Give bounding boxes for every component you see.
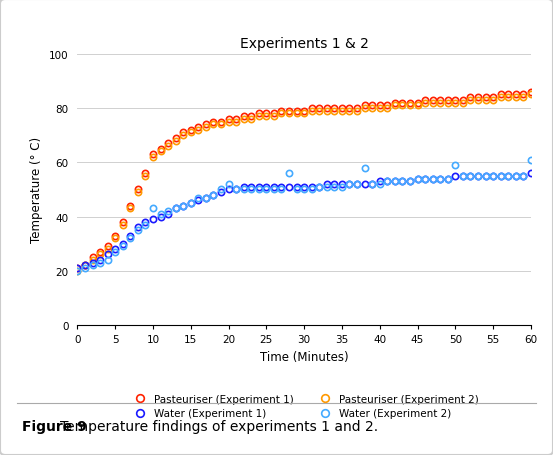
Text: Figure 9: Figure 9 xyxy=(22,419,92,433)
Pasteuriser (Experiment 2) xyxy=(74,268,81,274)
Water (Experiment 2) xyxy=(316,185,322,190)
Water (Experiment 2) xyxy=(180,203,186,209)
Water (Experiment 2) xyxy=(528,157,534,163)
Pasteuriser (Experiment 2) xyxy=(233,120,239,125)
Line: Water (Experiment 2): Water (Experiment 2) xyxy=(74,157,534,274)
Water (Experiment 2) xyxy=(74,268,81,274)
Water (Experiment 2) xyxy=(165,209,171,214)
Water (Experiment 1) xyxy=(467,174,474,179)
Y-axis label: Temperature (° C): Temperature (° C) xyxy=(30,137,43,243)
Line: Pasteuriser (Experiment 1): Pasteuriser (Experiment 1) xyxy=(74,89,534,272)
Line: Water (Experiment 1): Water (Experiment 1) xyxy=(74,171,534,272)
Water (Experiment 1) xyxy=(165,212,171,217)
Water (Experiment 1) xyxy=(233,187,239,193)
Pasteuriser (Experiment 1) xyxy=(165,141,171,147)
X-axis label: Time (Minutes): Time (Minutes) xyxy=(260,350,348,363)
Water (Experiment 2) xyxy=(233,187,239,193)
Text: Temperature findings of experiments 1 and 2.: Temperature findings of experiments 1 an… xyxy=(60,419,378,433)
Pasteuriser (Experiment 1) xyxy=(74,266,81,271)
Pasteuriser (Experiment 1) xyxy=(346,106,353,111)
Water (Experiment 1) xyxy=(528,171,534,177)
Title: Experiments 1 & 2: Experiments 1 & 2 xyxy=(239,37,369,51)
Water (Experiment 1) xyxy=(180,203,186,209)
Water (Experiment 2) xyxy=(346,182,353,187)
Water (Experiment 1) xyxy=(346,182,353,187)
Pasteuriser (Experiment 1) xyxy=(233,117,239,122)
Pasteuriser (Experiment 2) xyxy=(165,144,171,149)
Pasteuriser (Experiment 2) xyxy=(316,109,322,114)
Water (Experiment 2) xyxy=(467,174,474,179)
Water (Experiment 1) xyxy=(316,185,322,190)
Pasteuriser (Experiment 2) xyxy=(528,92,534,98)
Legend: Pasteuriser (Experiment 1), Water (Experiment 1), Pasteuriser (Experiment 2), Wa: Pasteuriser (Experiment 1), Water (Exper… xyxy=(126,390,482,423)
Pasteuriser (Experiment 1) xyxy=(180,131,186,136)
Line: Pasteuriser (Experiment 2): Pasteuriser (Experiment 2) xyxy=(74,92,534,274)
Water (Experiment 1) xyxy=(74,266,81,271)
Pasteuriser (Experiment 2) xyxy=(467,98,474,103)
Pasteuriser (Experiment 1) xyxy=(467,95,474,101)
Pasteuriser (Experiment 1) xyxy=(528,90,534,95)
Pasteuriser (Experiment 1) xyxy=(316,106,322,111)
Pasteuriser (Experiment 2) xyxy=(180,133,186,138)
Pasteuriser (Experiment 2) xyxy=(346,109,353,114)
